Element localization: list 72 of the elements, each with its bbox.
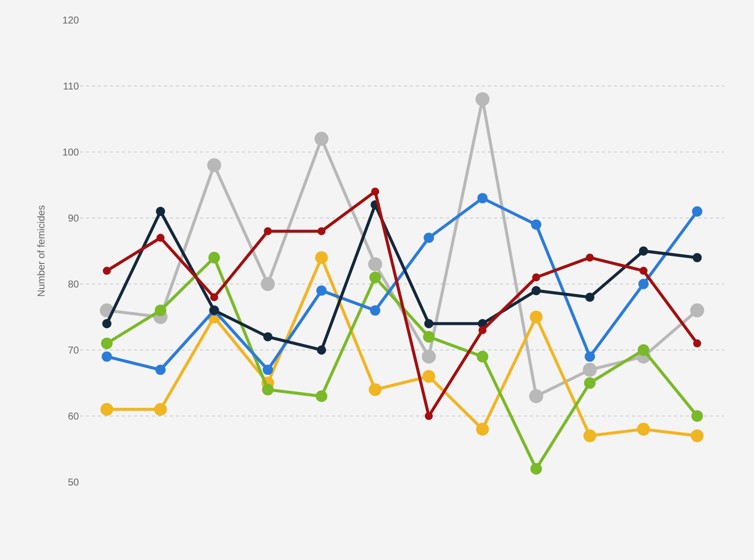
- y-tick-label: 100: [62, 148, 80, 158]
- point: [424, 319, 434, 328]
- point: [154, 304, 166, 316]
- point: [585, 292, 594, 302]
- point: [692, 206, 702, 217]
- point: [530, 219, 542, 230]
- point: [315, 251, 328, 264]
- point: [207, 158, 222, 172]
- point: [583, 429, 596, 442]
- point: [314, 132, 328, 146]
- point: [368, 383, 382, 396]
- point: [586, 254, 594, 262]
- point: [690, 429, 704, 442]
- point: [316, 345, 326, 355]
- point: [422, 370, 436, 383]
- point: [476, 422, 489, 436]
- y-tick-label: 120: [62, 16, 80, 26]
- point: [318, 227, 326, 236]
- point: [102, 319, 112, 328]
- point: [316, 285, 327, 296]
- point: [208, 252, 220, 264]
- point: [156, 206, 166, 216]
- y-tick-label: 90: [68, 214, 80, 224]
- point: [638, 246, 648, 256]
- point: [371, 188, 380, 196]
- point: [100, 403, 114, 416]
- point: [370, 305, 380, 316]
- point: [584, 377, 596, 389]
- y-tick-label: 80: [68, 280, 80, 290]
- point: [156, 234, 164, 242]
- point: [640, 266, 648, 275]
- point: [478, 326, 486, 334]
- point: [101, 338, 113, 350]
- point: [476, 350, 488, 362]
- point: [262, 364, 274, 375]
- point: [422, 350, 436, 364]
- point: [532, 273, 540, 282]
- point: [584, 351, 596, 362]
- point: [102, 351, 112, 362]
- point: [424, 232, 434, 243]
- point: [477, 193, 488, 204]
- y-tick-label: 70: [68, 346, 80, 356]
- point: [690, 303, 704, 318]
- point: [692, 253, 702, 262]
- point: [638, 344, 650, 356]
- point: [424, 412, 433, 420]
- point: [693, 339, 702, 348]
- point: [260, 277, 275, 291]
- y-tick-label: 110: [63, 82, 80, 92]
- y-tick-label: 50: [68, 478, 80, 488]
- y-axis-title: Number of femicides: [36, 205, 48, 297]
- point: [691, 410, 703, 422]
- point: [368, 257, 382, 272]
- point: [102, 266, 111, 275]
- point: [476, 92, 490, 106]
- point: [264, 227, 272, 236]
- point: [582, 362, 597, 377]
- point: [154, 403, 167, 416]
- point: [316, 390, 328, 402]
- point: [262, 384, 274, 396]
- point: [530, 463, 542, 475]
- point: [529, 389, 544, 404]
- point: [638, 278, 649, 290]
- point: [423, 331, 435, 343]
- point: [532, 286, 541, 296]
- point: [369, 272, 381, 284]
- point: [530, 310, 543, 324]
- point: [263, 332, 272, 342]
- point: [637, 422, 650, 436]
- y-tick-label: 60: [68, 412, 80, 422]
- point: [210, 293, 218, 302]
- point: [155, 364, 166, 375]
